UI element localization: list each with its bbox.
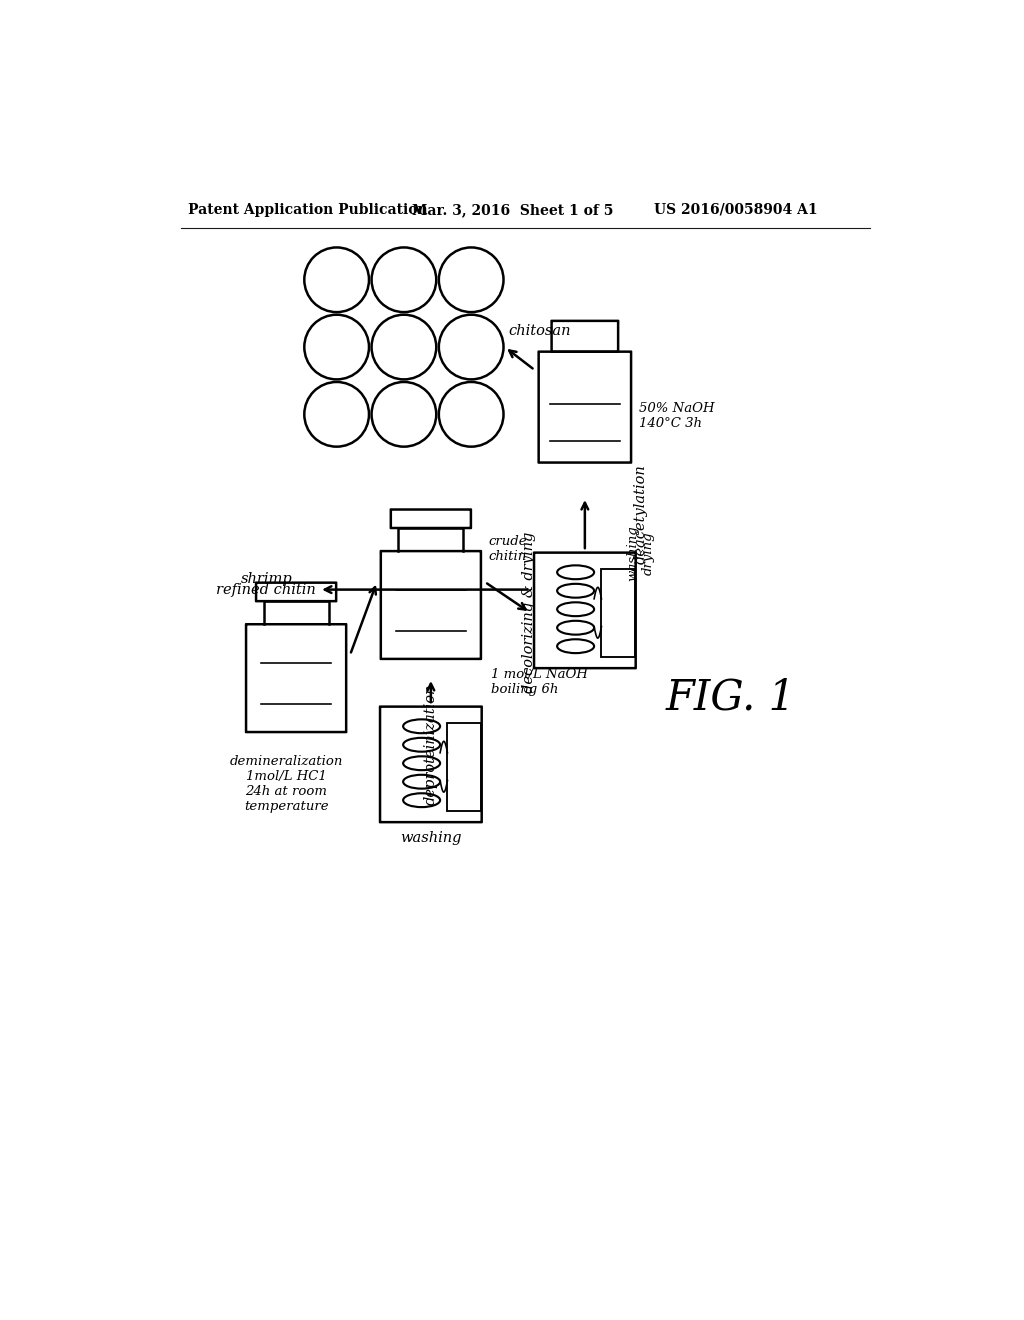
Text: shrimp: shrimp	[241, 572, 293, 586]
Text: chitosan: chitosan	[509, 323, 571, 338]
Text: washing
drying: washing drying	[627, 525, 654, 581]
Text: deproteinization: deproteinization	[424, 684, 438, 805]
Text: 1 mol/L NaOH
boiling 6h: 1 mol/L NaOH boiling 6h	[490, 668, 588, 696]
Text: FIG. 1: FIG. 1	[666, 676, 797, 718]
Text: demineralization
1mol/L HC1
24h at room
temperature: demineralization 1mol/L HC1 24h at room …	[229, 755, 343, 813]
Text: 50% NaOH
140°C 3h: 50% NaOH 140°C 3h	[639, 403, 715, 430]
Text: Patent Application Publication: Patent Application Publication	[188, 203, 428, 216]
Text: US 2016/0058904 A1: US 2016/0058904 A1	[654, 203, 818, 216]
Text: crude
chitin: crude chitin	[488, 536, 527, 564]
Text: refined chitin: refined chitin	[216, 582, 315, 597]
Text: Mar. 3, 2016  Sheet 1 of 5: Mar. 3, 2016 Sheet 1 of 5	[412, 203, 613, 216]
Text: washing: washing	[400, 830, 462, 845]
Text: decolorizing & drying: decolorizing & drying	[522, 532, 537, 693]
Text: deacetylation: deacetylation	[633, 465, 647, 565]
